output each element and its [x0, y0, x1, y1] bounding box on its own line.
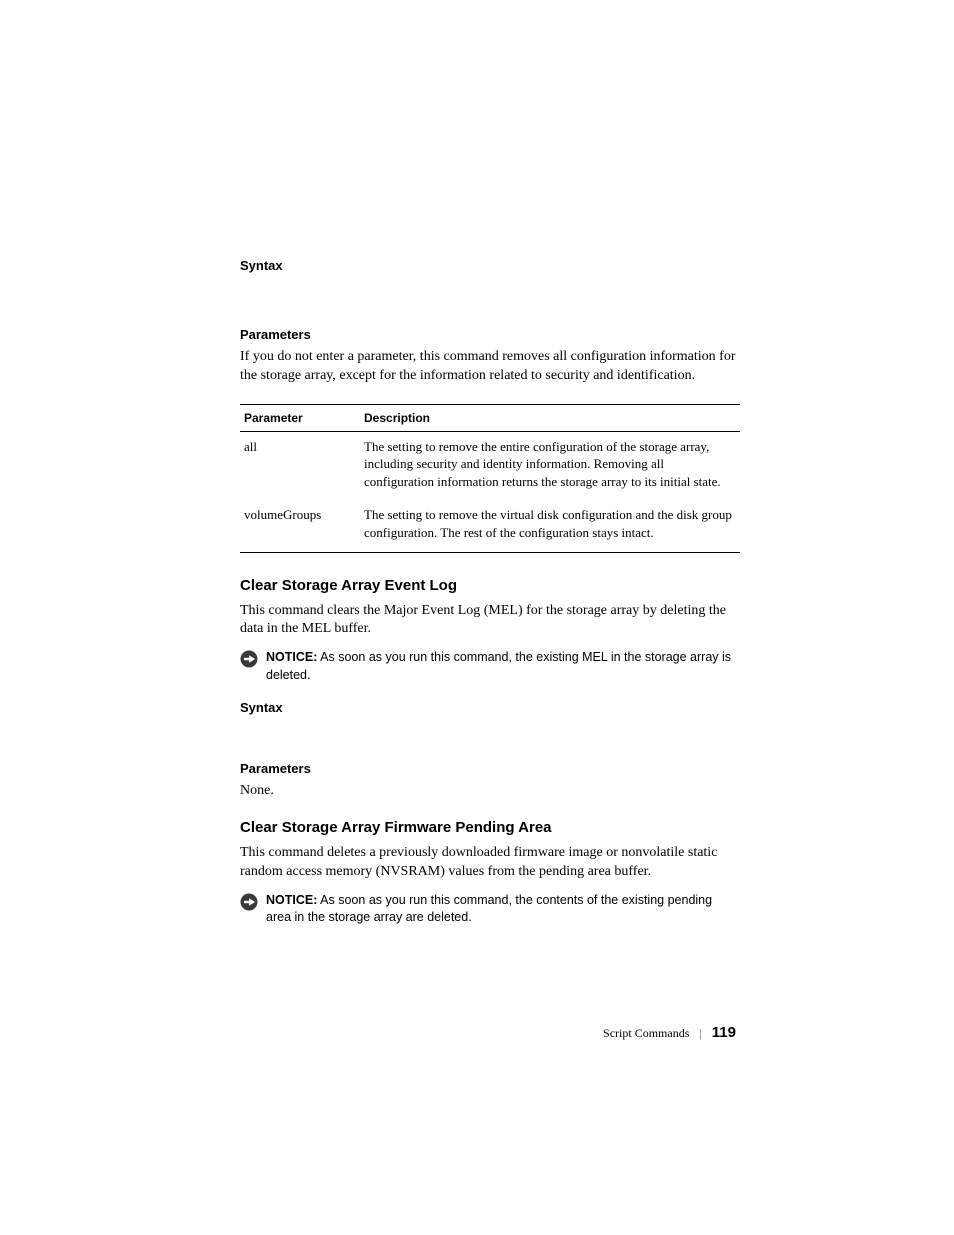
page-content: Syntax Parameters If you do not enter a … [240, 258, 740, 943]
notice-body-2: As soon as you run this command, the con… [266, 893, 712, 925]
notice-block-2: NOTICE: As soon as you run this command,… [240, 892, 740, 927]
table-header-description: Description [360, 404, 740, 431]
parameters-label-2: Parameters [240, 761, 740, 776]
param-name-cell: all [240, 431, 360, 500]
footer-page-number: 119 [712, 1024, 736, 1041]
footer-separator: | [699, 1026, 701, 1041]
notice-body-1: As soon as you run this command, the exi… [266, 650, 731, 682]
notice-text-2: NOTICE: As soon as you run this command,… [266, 892, 740, 927]
param-desc-cell: The setting to remove the entire configu… [360, 431, 740, 500]
notice-arrow-icon [240, 893, 258, 916]
notice-label-2: NOTICE: [266, 893, 317, 907]
heading-clear-event-log: Clear Storage Array Event Log [240, 577, 740, 594]
syntax-label-2: Syntax [240, 700, 740, 715]
notice-label-1: NOTICE: [266, 650, 317, 664]
syntax-placeholder-1 [240, 279, 740, 327]
heading-firmware-pending: Clear Storage Array Firmware Pending Are… [240, 819, 740, 836]
syntax-label-1: Syntax [240, 258, 740, 273]
notice-arrow-icon [240, 650, 258, 673]
notice-block-1: NOTICE: As soon as you run this command,… [240, 649, 740, 684]
parameters-intro: If you do not enter a parameter, this co… [240, 348, 740, 386]
body-clear-event-log: This command clears the Major Event Log … [240, 602, 740, 640]
param-name-cell: volumeGroups [240, 500, 360, 552]
footer-chapter: Script Commands [603, 1026, 689, 1041]
notice-text-1: NOTICE: As soon as you run this command,… [266, 649, 740, 684]
param-desc-cell: The setting to remove the virtual disk c… [360, 500, 740, 552]
table-row: all The setting to remove the entire con… [240, 431, 740, 500]
body-firmware-pending: This command deletes a previously downlo… [240, 844, 740, 882]
parameters-table: Parameter Description all The setting to… [240, 404, 740, 553]
parameters-label-1: Parameters [240, 327, 740, 342]
page-footer: Script Commands | 119 [603, 1024, 736, 1041]
table-row: volumeGroups The setting to remove the v… [240, 500, 740, 552]
syntax-placeholder-2 [240, 721, 740, 761]
parameters-none: None. [240, 782, 740, 801]
table-header-parameter: Parameter [240, 404, 360, 431]
